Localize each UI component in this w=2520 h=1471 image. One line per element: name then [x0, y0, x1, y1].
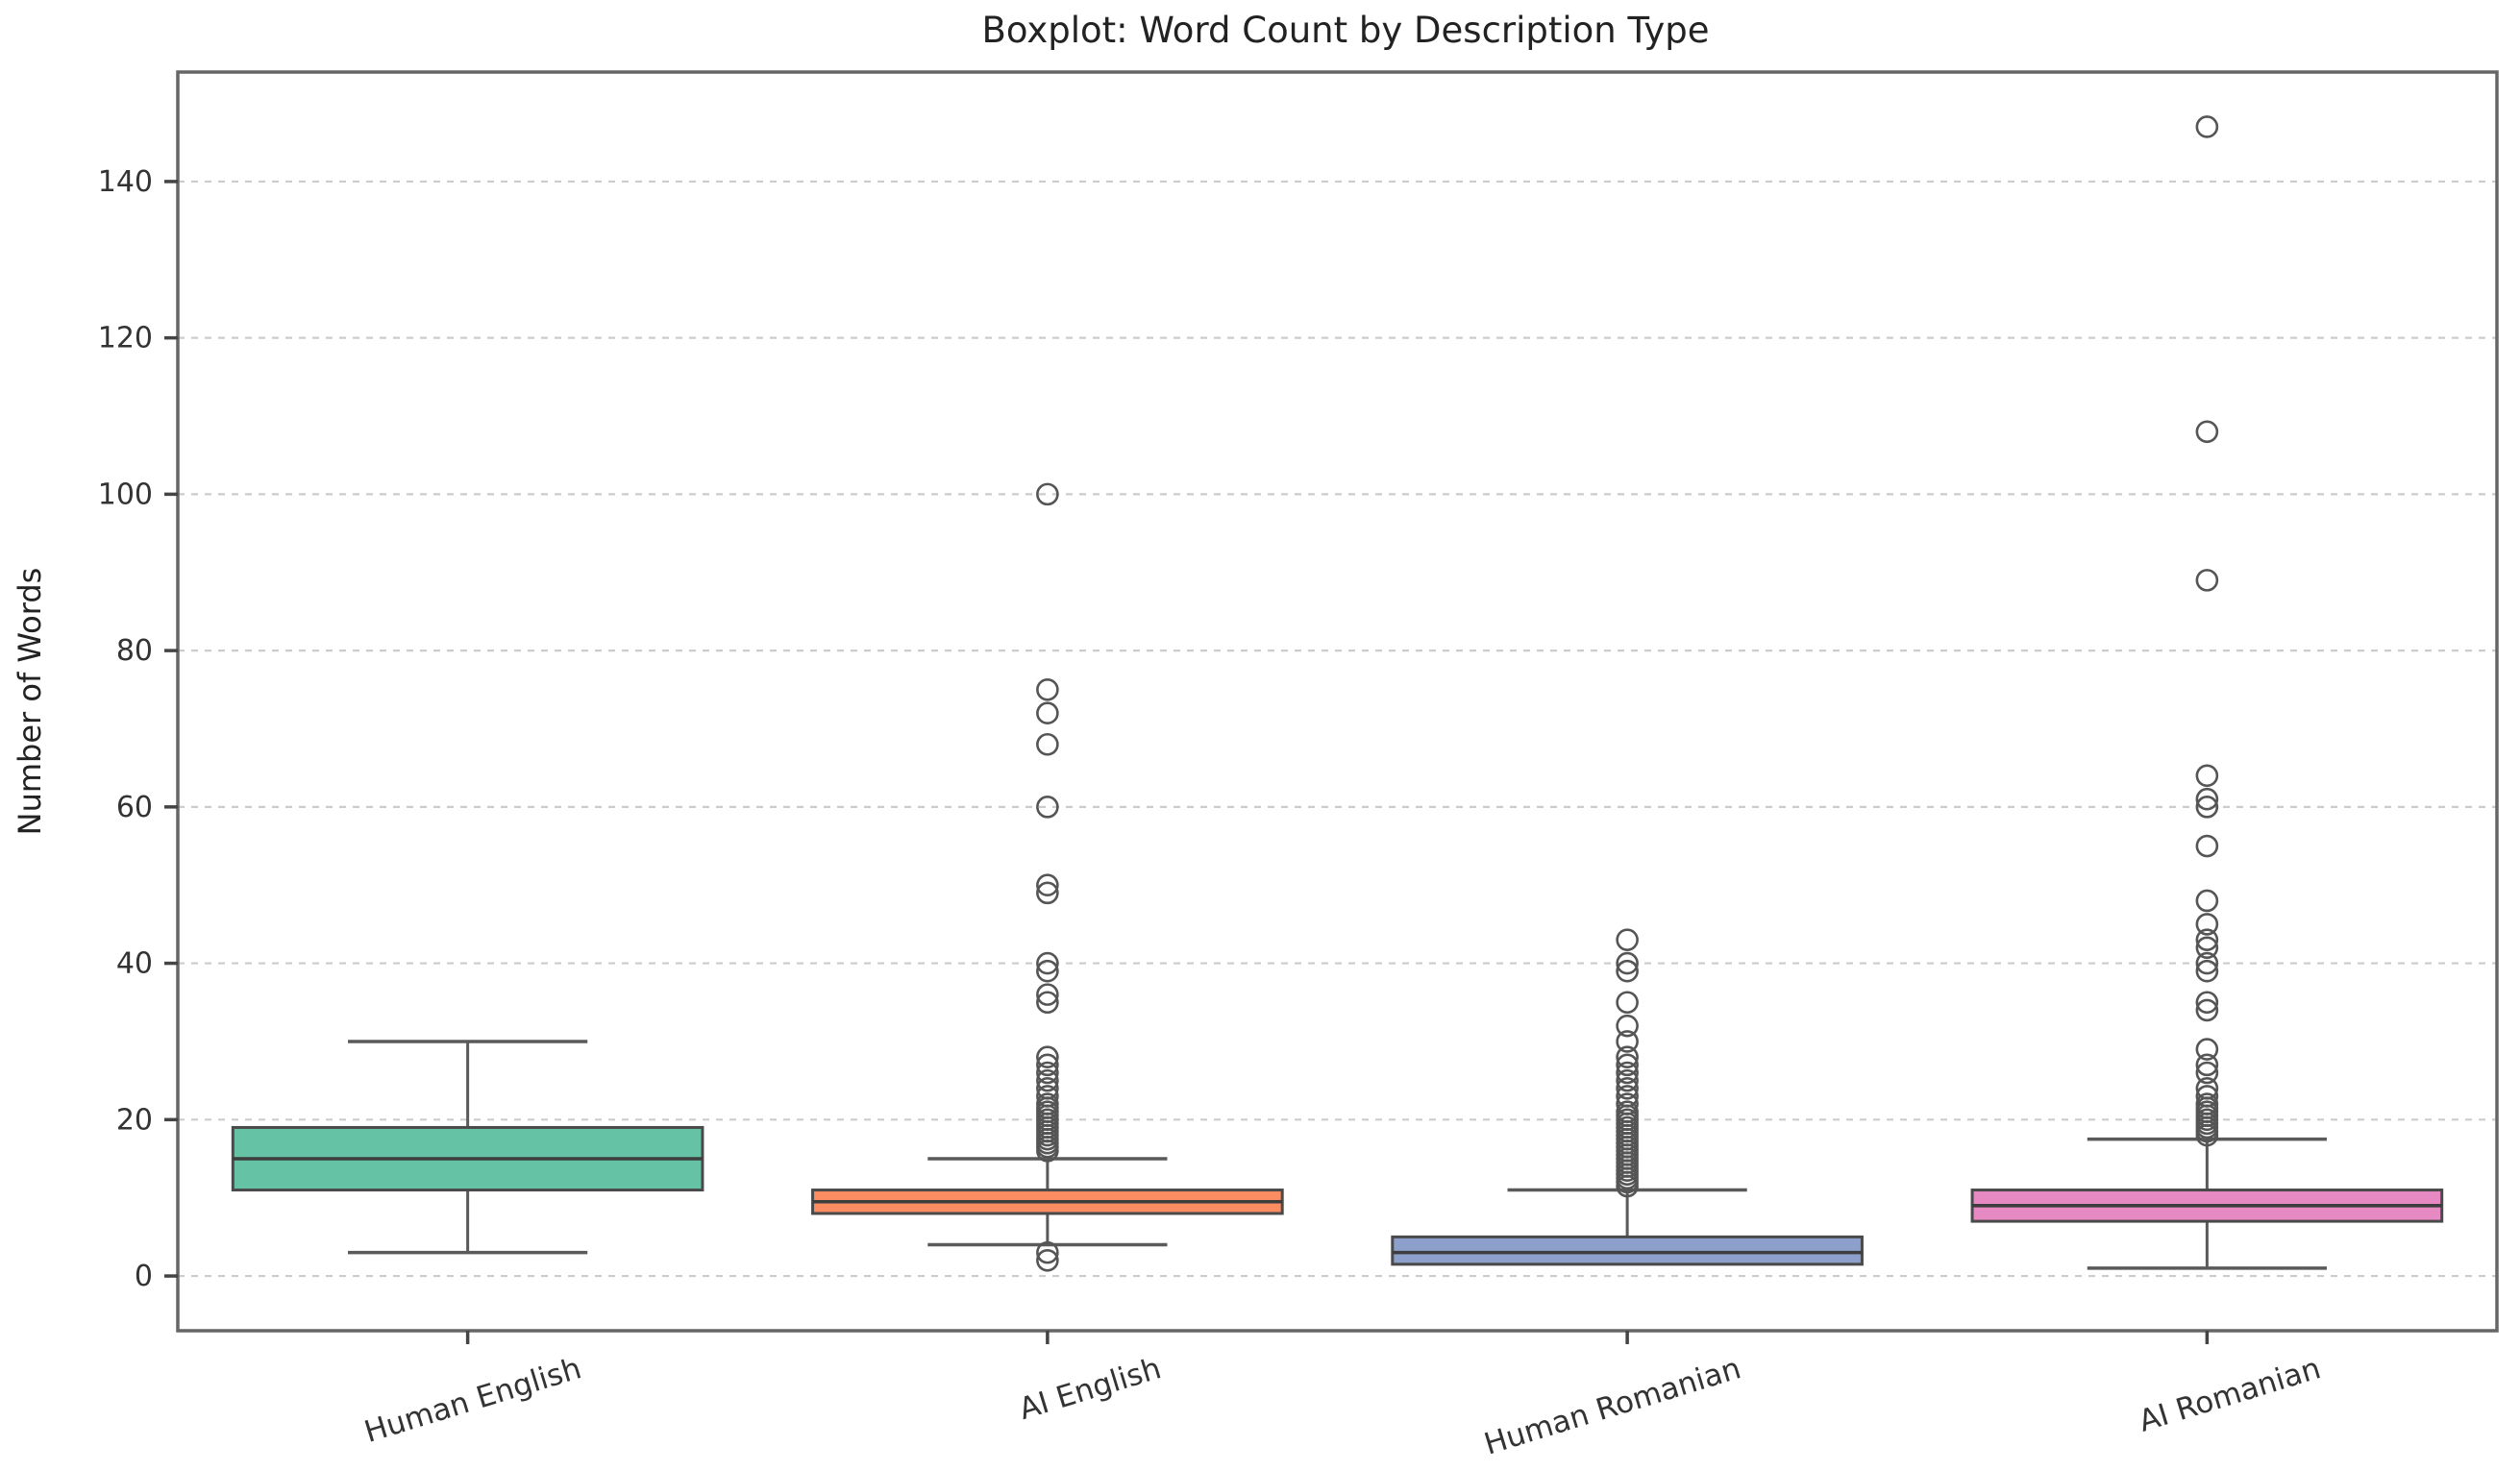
outlier-point	[1036, 1085, 1059, 1108]
x-axis: Human English AI English Human Romanian AI …	[360, 1331, 2325, 1462]
outlier-point	[1616, 1061, 1639, 1085]
outlier-point	[1036, 991, 1059, 1015]
outlier-point	[2195, 764, 2219, 788]
x-tick-label-ai-english: AI English	[1015, 1351, 1165, 1427]
box-group-human-romanian	[1391, 928, 1864, 1266]
outlier-point	[2195, 796, 2219, 819]
outlier-point	[1036, 1053, 1059, 1077]
outlier-point	[1036, 1076, 1059, 1100]
outlier-point	[1036, 482, 1059, 506]
outlier-point	[1036, 881, 1059, 905]
outlier-point	[1036, 959, 1059, 983]
outlier-point	[1616, 1100, 1639, 1123]
outlier-point	[1036, 732, 1059, 756]
outlier-point	[1036, 1045, 1059, 1069]
outlier-point	[1036, 1240, 1059, 1264]
outlier-point	[1036, 983, 1059, 1006]
box-group-ai-romanian	[1970, 115, 2444, 1270]
outlier-point	[2195, 569, 2219, 592]
outlier-point	[2195, 889, 2219, 913]
chart-title: Boxplot: Word Count by Description Type	[981, 10, 1709, 51]
plot-area: 0 20 40 60 80 100 120 140 Human English AI Englis…	[98, 70, 2499, 1462]
y-tick-label: 100	[98, 478, 153, 511]
outlier-point	[1036, 873, 1059, 897]
box-group-ai-english	[811, 482, 1284, 1272]
gridlines	[178, 180, 2497, 1278]
y-axis: 0 20 40 60 80 100 120 140	[98, 165, 178, 1293]
y-tick-label: 80	[116, 634, 153, 668]
outlier-point	[2195, 420, 2219, 444]
outlier-point	[1036, 951, 1059, 975]
outlier-point	[2195, 991, 2219, 1015]
outlier-point	[2195, 834, 2219, 858]
outlier-point	[1036, 1061, 1059, 1085]
outlier-point	[1616, 1053, 1639, 1077]
x-tick-label-human-romanian: Human Romanian	[1480, 1351, 1744, 1461]
y-axis-label: Number of Words	[12, 568, 48, 836]
outlier-point	[2195, 913, 2219, 936]
outlier-point	[2195, 1053, 2219, 1077]
outlier-point	[2195, 1061, 2219, 1085]
y-tick-label: 40	[116, 947, 153, 981]
x-tick-label-human-english: Human English	[360, 1351, 585, 1450]
outlier-point	[2195, 951, 2219, 975]
outlier-point	[2195, 998, 2219, 1022]
outlier-point	[2195, 1076, 2219, 1100]
outlier-point	[1616, 928, 1639, 951]
box-group-human-english	[231, 1040, 704, 1255]
outlier-point	[2195, 787, 2219, 811]
outlier-point	[1036, 677, 1059, 701]
outlier-point	[2195, 936, 2219, 960]
outliers-ai-english	[1036, 482, 1059, 1272]
outlier-point	[2195, 1038, 2219, 1061]
outlier-point	[2195, 959, 2219, 983]
outlier-point	[1616, 1092, 1639, 1116]
outlier-point	[1616, 959, 1639, 983]
outlier-point	[1036, 1092, 1059, 1116]
y-tick-label: 0	[135, 1260, 153, 1293]
outlier-point	[2195, 1092, 2219, 1116]
outlier-point	[1616, 1045, 1639, 1069]
y-tick-label: 120	[98, 322, 153, 355]
outlier-point	[1616, 1014, 1639, 1038]
outlier-point	[1036, 701, 1059, 725]
outlier-point	[2195, 115, 2219, 138]
outlier-point	[1616, 1030, 1639, 1053]
outlier-point	[1616, 991, 1639, 1015]
outlier-point	[1036, 1248, 1059, 1272]
outliers-ai-romanian	[2195, 115, 2219, 1147]
y-tick-label: 20	[116, 1103, 153, 1137]
x-tick-label-ai-romanian: AI Romanian	[2135, 1351, 2324, 1439]
outlier-point	[1616, 951, 1639, 975]
outlier-point	[2195, 928, 2219, 951]
outlier-point	[1616, 1068, 1639, 1092]
outlier-point	[1036, 796, 1059, 819]
outlier-point	[1616, 1076, 1639, 1100]
outlier-point	[1036, 1068, 1059, 1092]
outlier-point	[2195, 1085, 2219, 1108]
outlier-point	[1616, 1085, 1639, 1108]
box-iqr	[1391, 1235, 1864, 1266]
y-tick-label: 140	[98, 165, 153, 199]
plot-border	[176, 70, 2499, 1333]
outliers-human-romanian	[1616, 928, 1639, 1198]
y-tick-label: 60	[116, 791, 153, 824]
